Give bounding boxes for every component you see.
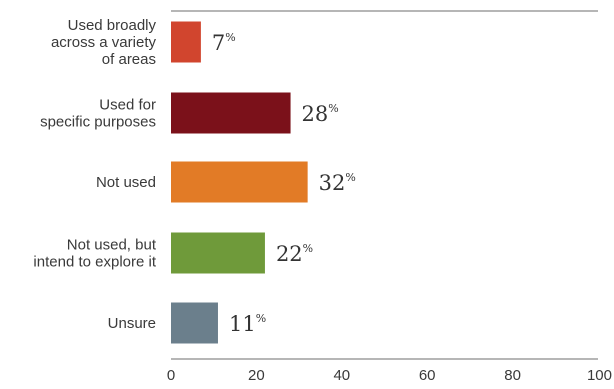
bar-1: [171, 92, 291, 134]
value-label-2: 32%: [319, 171, 356, 195]
value-percent-sign: %: [225, 31, 235, 44]
category-label-line: specific purposes: [40, 114, 156, 131]
value-percent-sign: %: [303, 242, 313, 255]
bar-0: [171, 21, 201, 63]
category-label-line: Used broadly: [68, 17, 157, 34]
value-percent-sign: %: [256, 312, 266, 325]
category-label-1: Used for specific purposes: [40, 97, 156, 131]
category-label-line: Used for: [99, 97, 156, 114]
category-label-4: Unsure: [108, 315, 156, 332]
x-tick-label-100: 100: [587, 367, 612, 384]
x-tick-label-0: 0: [167, 367, 175, 384]
category-label-2: Not used: [96, 174, 156, 191]
bar-4: [171, 302, 218, 344]
category-label-line: Not used, but: [67, 237, 157, 254]
value-number: 28: [302, 102, 329, 126]
value-number: 11: [229, 312, 256, 336]
category-label-line: of areas: [102, 51, 156, 68]
category-labels-group: Used broadly across a variety of areasUsed…: [33, 17, 156, 332]
x-tick-label-40: 40: [333, 367, 350, 384]
bar-2: [171, 161, 308, 203]
x-tick-label-20: 20: [248, 367, 265, 384]
category-label-3: Not used, but intend to explore it: [33, 237, 156, 271]
bar-3: [171, 232, 265, 274]
category-label-line: intend to explore it: [33, 254, 156, 271]
bars-group: [171, 21, 308, 344]
category-label-0: Used broadly across a variety of areas: [51, 17, 157, 68]
category-label-line: across a variety: [51, 34, 157, 51]
value-label-1: 28%: [302, 102, 339, 126]
value-percent-sign: %: [345, 171, 355, 184]
category-label-line: Unsure: [108, 315, 156, 332]
x-tick-label-60: 60: [419, 367, 436, 384]
value-percent-sign: %: [328, 102, 338, 115]
value-number: 32: [319, 171, 346, 195]
x-tick-label-80: 80: [504, 367, 521, 384]
x-tick-labels-group: 0 20 40 60 80 100: [167, 367, 612, 384]
value-number: 22: [276, 242, 303, 266]
category-label-line: Not used: [96, 174, 156, 191]
value-labels-group: 7%28%32%22%11%: [212, 31, 356, 336]
value-number: 7: [212, 31, 225, 55]
value-label-0: 7%: [212, 31, 236, 55]
value-label-3: 22%: [276, 242, 313, 266]
value-label-4: 11%: [229, 312, 266, 336]
